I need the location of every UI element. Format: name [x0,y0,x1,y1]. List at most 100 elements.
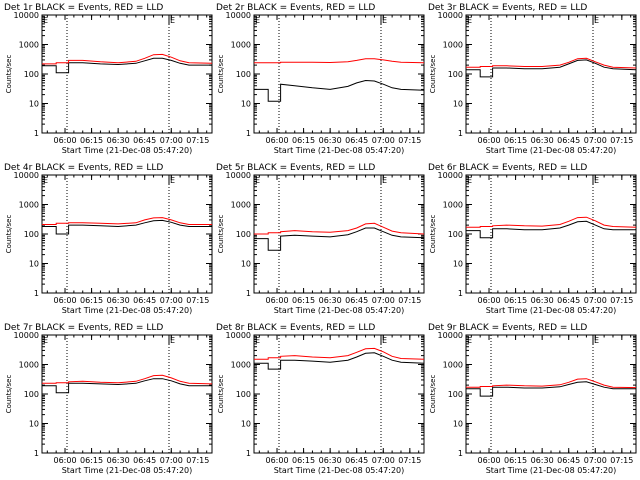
x-axis-label: Start Time (21-Dec-08 05:47:20) [274,306,405,315]
x-axis-label: Start Time (21-Dec-08 05:47:20) [62,306,193,315]
x-tick-label: 06:00 [53,456,76,465]
corner-mark: E [467,336,472,345]
x-tick-label: 07:00 [372,456,395,465]
x-tick-label: 06:15 [504,456,527,465]
y-tick-label: 1000 [231,361,251,370]
y-tick-label: 1 [458,129,463,138]
x-axis-label: Start Time (21-Dec-08 05:47:20) [486,306,617,315]
x-tick-label: 07:00 [160,296,183,305]
x-axis-label: Start Time (21-Dec-08 05:47:20) [274,466,405,475]
x-tick-label: 07:00 [372,296,395,305]
x-axis-label: Start Time (21-Dec-08 05:47:20) [486,466,617,475]
lld-series-line [254,222,425,235]
x-tick-label: 06:00 [53,296,76,305]
x-tick-label: 06:15 [292,456,315,465]
y-tick-label: 1 [34,289,39,298]
y-tick-label: 1000 [443,41,463,50]
y-axis-label: Counts/sec [5,215,13,254]
corner-mark: E [170,336,175,345]
lld-series-line [42,53,213,65]
panel-title: Det 7r BLACK = Events, RED = LLD [4,323,163,333]
x-tick-label: 07:15 [186,296,209,305]
y-tick-label: 10 [241,420,251,429]
y-tick-label: 100 [24,70,39,79]
x-tick-label: 06:15 [80,296,103,305]
events-series-line [42,378,212,394]
y-tick-label: 100 [236,390,251,399]
x-tick-label: 07:00 [584,296,607,305]
y-tick-label: 100 [236,70,251,79]
y-axis-label: Counts/sec [5,375,13,414]
corner-mark: E [594,16,599,25]
x-tick-label: 07:00 [160,136,183,145]
y-axis-label: Counts/sec [217,215,225,254]
events-series-line [42,57,212,74]
detector-panel: Det 8r BLACK = Events, RED = LLD 1 10 100 10… [216,323,425,475]
corner-mark: E [170,176,175,185]
plot-frame [253,334,425,454]
detector-panel: Det 5r BLACK = Events, RED = LLD 1 10 100 10… [216,163,425,315]
corner-mark: E [382,176,387,185]
x-tick-label: 06:30 [107,456,130,465]
x-tick-label: 07:15 [398,456,421,465]
y-tick-label: 10000 [14,331,39,340]
x-tick-label: 06:45 [133,296,156,305]
x-tick-label: 07:15 [610,296,633,305]
x-tick-label: 06:15 [504,136,527,145]
y-axis-label: Counts/sec [217,375,225,414]
x-axis-label: Start Time (21-Dec-08 05:47:20) [274,146,405,155]
x-axis-label: Start Time (21-Dec-08 05:47:20) [62,466,193,475]
events-series-line [42,219,212,235]
detector-panel: Det 7r BLACK = Events, RED = LLD 1 10 100 10… [4,323,213,475]
y-tick-label: 10000 [438,11,463,20]
y-tick-label: 1000 [443,201,463,210]
x-tick-label: 07:00 [372,136,395,145]
corner-mark: E [255,16,260,25]
x-tick-label: 07:00 [584,136,607,145]
detector-panel: Det 1r BLACK = Events, RED = LLD 1 10 100 10… [4,3,213,155]
x-tick-label: 06:30 [531,296,554,305]
y-tick-label: 10 [29,420,39,429]
events-series-line [466,381,636,397]
x-tick-label: 06:15 [504,296,527,305]
x-tick-label: 06:45 [557,136,580,145]
x-tick-label: 07:15 [186,456,209,465]
x-tick-label: 06:00 [265,136,288,145]
corner-mark: E [467,176,472,185]
x-tick-label: 07:15 [186,136,209,145]
y-tick-label: 100 [448,390,463,399]
x-tick-label: 06:45 [345,456,368,465]
x-tick-label: 06:30 [107,296,130,305]
panel-title: Det 9r BLACK = Events, RED = LLD [428,323,587,333]
x-tick-label: 07:00 [584,456,607,465]
x-tick-label: 06:45 [557,456,580,465]
lld-series-line [42,217,212,225]
y-tick-label: 10 [453,100,463,109]
corner-mark: E [382,336,387,345]
x-tick-label: 06:45 [133,136,156,145]
plot-frame [41,14,213,134]
y-tick-label: 1000 [231,41,251,50]
y-axis-label: Counts/sec [5,55,13,94]
y-axis-label: Counts/sec [429,375,437,414]
x-tick-label: 06:00 [477,136,500,145]
panel-title: Det 5r BLACK = Events, RED = LLD [216,163,375,173]
x-tick-label: 06:30 [107,136,130,145]
corner-mark: E [255,176,260,185]
panel-title: Det 1r BLACK = Events, RED = LLD [4,3,163,13]
y-tick-label: 1000 [19,361,39,370]
corner-mark: E [594,336,599,345]
y-tick-label: 10000 [226,171,251,180]
y-tick-label: 1 [458,449,463,458]
events-series-line [466,220,636,239]
x-tick-label: 06:00 [265,296,288,305]
corner-mark: E [594,176,599,185]
x-tick-label: 07:15 [398,136,421,145]
x-tick-label: 06:45 [133,456,156,465]
x-axis-label: Start Time (21-Dec-08 05:47:20) [62,146,193,155]
panel-title: Det 3r BLACK = Events, RED = LLD [428,3,587,13]
y-tick-label: 10 [241,260,251,269]
x-axis-label: Start Time (21-Dec-08 05:47:20) [486,146,617,155]
x-tick-label: 06:15 [292,296,315,305]
